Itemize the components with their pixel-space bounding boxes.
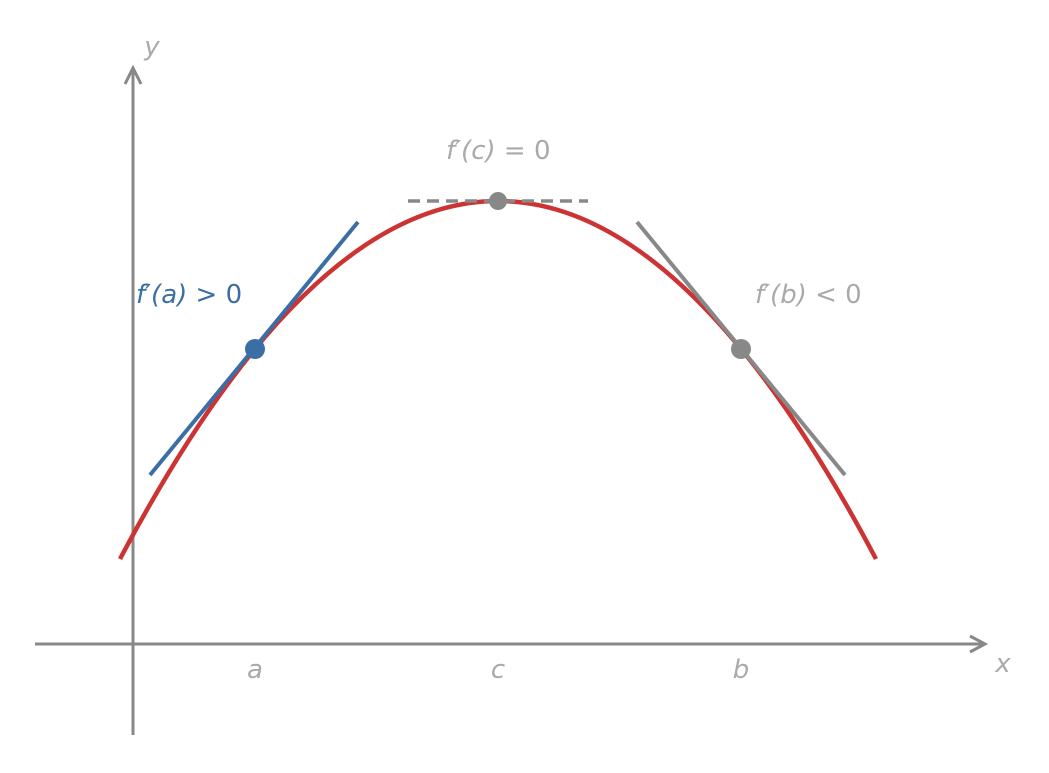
point-c <box>489 192 507 210</box>
y-arrow <box>123 64 143 85</box>
derivative-func: f′(a) <box>136 280 187 310</box>
derivative-relation: > 0 <box>196 280 243 310</box>
point-b <box>731 339 751 359</box>
point-label: b <box>733 655 750 685</box>
point-a <box>245 339 265 359</box>
point-label: c <box>491 655 505 685</box>
x-axis-label: x <box>994 649 1011 679</box>
point-label: a <box>247 655 263 685</box>
derivative-label: f′(b) < 0 <box>755 280 862 310</box>
derivative-func: f′(c) <box>446 136 496 166</box>
derivative-relation: = 0 <box>504 136 551 166</box>
y-axis-label: y <box>143 32 160 62</box>
derivative-func: f′(b) <box>755 280 807 310</box>
x-arrow <box>969 634 989 654</box>
derivative-label: f′(a) > 0 <box>136 280 242 310</box>
curve <box>118 199 878 561</box>
axes <box>35 64 989 735</box>
derivative-relation: < 0 <box>815 280 862 310</box>
derivative-label: f′(c) = 0 <box>446 136 551 166</box>
